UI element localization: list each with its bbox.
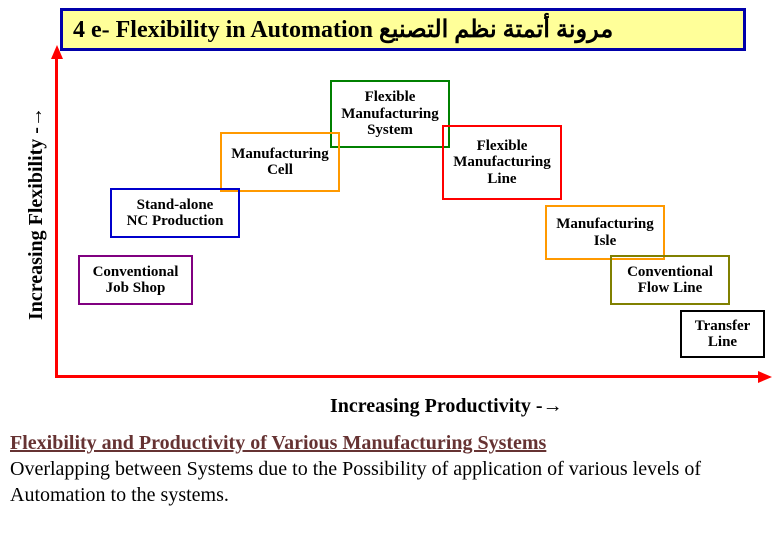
system-box: FlexibleManufacturingLine bbox=[442, 125, 562, 200]
system-box: ConventionalJob Shop bbox=[78, 255, 193, 305]
system-box: FlexibleManufacturingSystem bbox=[330, 80, 450, 148]
x-axis-line bbox=[55, 375, 760, 378]
footer-title: Flexibility and Productivity of Various … bbox=[10, 432, 546, 454]
title-ar: مرونة أتمتة نظم التصنيع bbox=[379, 17, 613, 43]
y-axis-line bbox=[55, 55, 58, 375]
y-axis-label: Increasing Flexibility -→ bbox=[25, 107, 48, 320]
footer: Flexibility and Productivity of Various … bbox=[10, 430, 770, 508]
x-axis-label: Increasing Productivity -→ bbox=[330, 395, 563, 418]
y-axis-arrow bbox=[51, 45, 63, 59]
system-box: Stand-aloneNC Production bbox=[110, 188, 240, 238]
x-axis-arrow bbox=[758, 371, 772, 383]
title-box: 4 e- Flexibility in Automation مرونة أتم… bbox=[60, 8, 746, 51]
title-en: 4 e- Flexibility in Automation bbox=[73, 17, 373, 43]
system-box: TransferLine bbox=[680, 310, 765, 358]
footer-body: Overlapping between Systems due to the P… bbox=[10, 458, 701, 506]
system-box: ManufacturingIsle bbox=[545, 205, 665, 260]
system-box: ManufacturingCell bbox=[220, 132, 340, 192]
system-box: ConventionalFlow Line bbox=[610, 255, 730, 305]
